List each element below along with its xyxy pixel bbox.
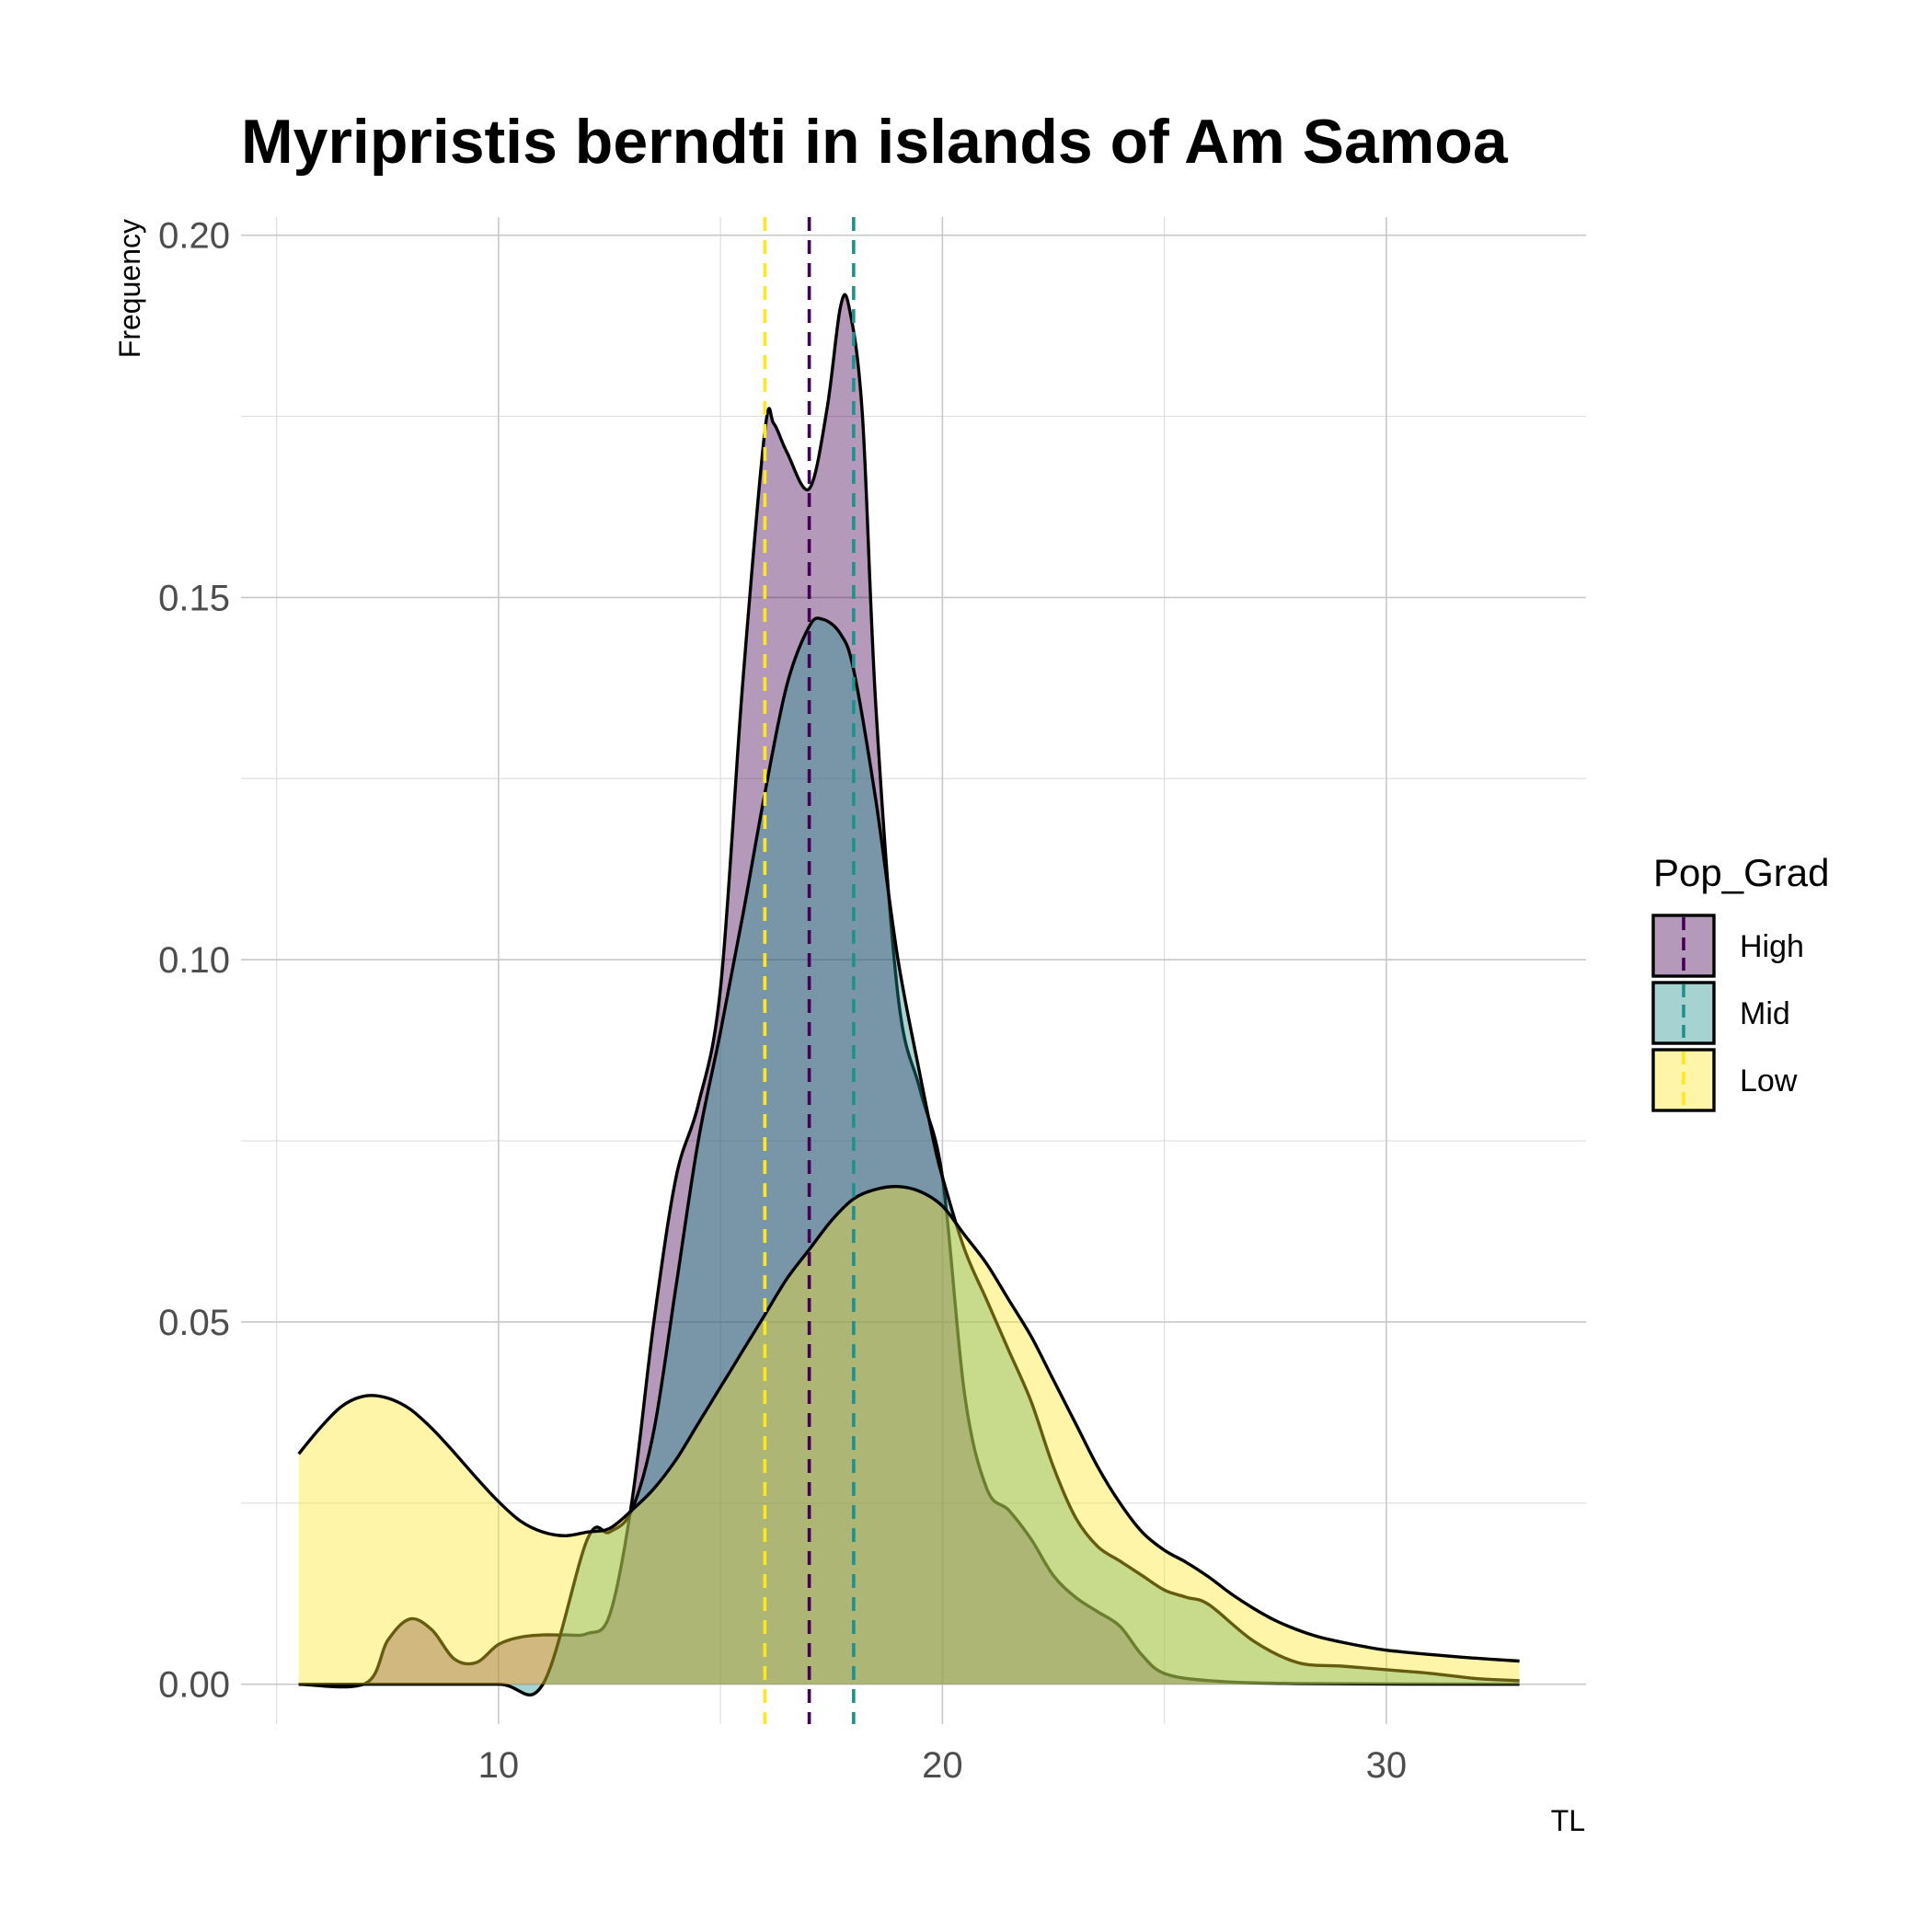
y-tick-label: 0.00	[158, 1665, 230, 1706]
density-area-high	[298, 294, 1520, 1687]
legend-title: Pop_Grad	[1653, 851, 1829, 894]
y-tick-label: 0.05	[158, 1303, 230, 1343]
density-outline-low	[297, 1184, 1520, 1663]
legend-label-mid: Mid	[1740, 996, 1790, 1031]
x-tick-label: 30	[1366, 1745, 1408, 1786]
y-tick-label: 0.10	[158, 940, 230, 981]
density-outline-mid	[298, 616, 1520, 1696]
y-axis-label: Frequency	[113, 219, 146, 358]
y-tick-label: 0.15	[158, 578, 230, 618]
x-tick-label: 10	[478, 1745, 520, 1786]
y-axis-ticks: 0.00 0.05 0.10 0.15 0.20	[158, 216, 230, 1706]
legend-label-low: Low	[1740, 1064, 1798, 1098]
density-area-low	[298, 1186, 1520, 1685]
chart-title: Myripristis berndti in islands of Am Sam…	[241, 107, 1509, 177]
x-axis-label: TL	[1551, 1804, 1585, 1837]
legend-label-high: High	[1740, 929, 1804, 964]
legend: Pop_Grad High Mid Low	[1651, 851, 1829, 1112]
x-axis-ticks: 10 20 30	[478, 1745, 1408, 1786]
x-tick-label: 20	[922, 1745, 963, 1786]
y-tick-label: 0.20	[158, 216, 230, 257]
density-outline-high	[298, 293, 1520, 1689]
mean-lines	[763, 217, 856, 1724]
density-areas	[297, 293, 1520, 1696]
density-area-mid	[298, 617, 1520, 1696]
